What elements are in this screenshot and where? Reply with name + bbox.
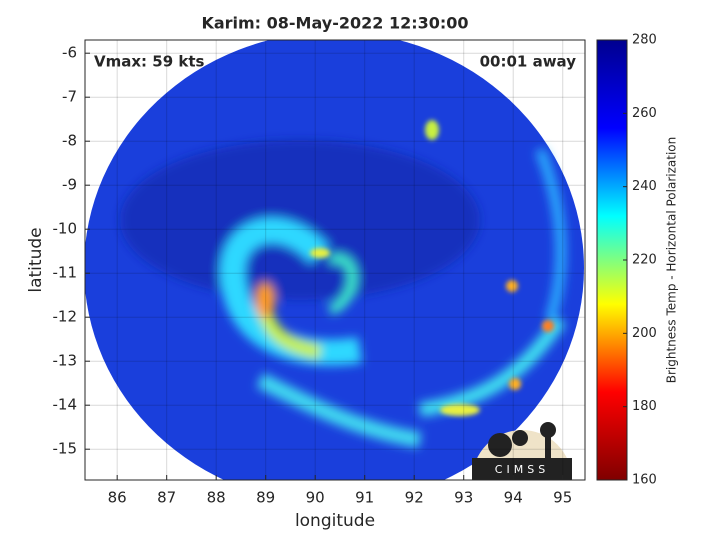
y-tick-label: -10 [53,220,78,238]
y-tick-label: -7 [62,88,77,106]
colorbar-label: Brightness Temp - Horizontal Polarizatio… [665,137,679,384]
hot-spots [310,120,554,416]
rain-bands [120,140,566,448]
y-tick-label: -13 [53,352,78,370]
x-tick-label: 87 [157,489,176,507]
x-tick-label: 86 [108,489,127,507]
colorbar-tick-label: 200 [632,326,657,341]
chart-title: Karim: 08-May-2022 12:30:00 [201,14,468,33]
annotation: Vmax: 59 kts [94,53,204,71]
x-tick-label: 89 [256,489,275,507]
x-tick-label: 92 [405,489,424,507]
colorbar-tick-label: 280 [632,33,657,48]
colorbar-tick-label: 180 [632,399,657,414]
colorbar [596,39,628,481]
colorbar-tick-label: 160 [632,473,657,488]
colorbar-tick-label: 260 [632,106,657,121]
x-tick-label: 95 [553,489,572,507]
y-axis-label: latitude [26,227,46,292]
imagery [85,40,584,480]
annotation: 00:01 away [480,53,577,71]
x-tick-label: 90 [306,489,325,507]
x-tick-label: 88 [207,489,226,507]
x-tick-label: 93 [454,489,473,507]
logo-text: CIMSS [495,463,549,476]
cimss-logo: CIMSS [472,422,572,480]
y-tick-label: -12 [53,308,78,326]
colorbar-tick-label: 240 [632,179,657,194]
y-tick-label: -14 [53,396,78,414]
x-axis-label: longitude [295,511,375,531]
x-tick-label: 91 [355,489,374,507]
colorbar-tick-label: 220 [632,253,657,268]
x-tick-label: 94 [504,489,523,507]
y-tick-label: -11 [53,264,78,282]
y-tick-label: -8 [62,132,77,150]
plot-frame [84,39,586,481]
y-tick-label: -15 [53,440,78,458]
y-tick-label: -6 [62,44,77,62]
y-tick-label: -9 [62,176,77,194]
